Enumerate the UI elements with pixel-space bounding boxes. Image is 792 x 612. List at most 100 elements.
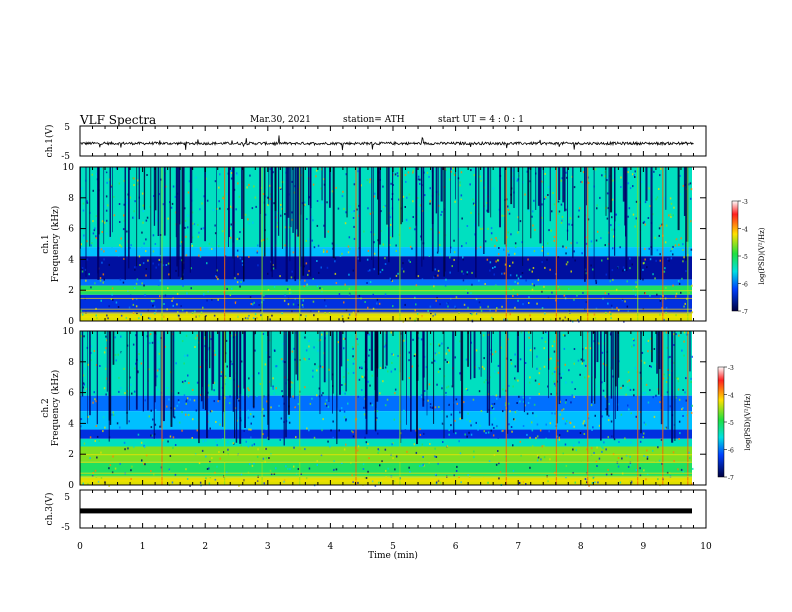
spectrogram-cell (125, 198, 128, 201)
spectrogram-streak (406, 331, 407, 425)
spectrogram-cell (605, 473, 608, 476)
spectrogram-cell (96, 435, 99, 438)
spectrogram-cell (541, 337, 543, 340)
spectrogram-cell (215, 275, 217, 277)
spectrogram-cell (206, 286, 208, 289)
spectrogram-cell (478, 367, 480, 370)
spectrogram-streak (274, 167, 277, 270)
spectrogram-cell (680, 291, 682, 294)
spectrogram-streak (232, 331, 235, 412)
spectrogram-cell (279, 275, 281, 278)
spectrogram-cell (484, 283, 486, 285)
spectrogram-cell (550, 318, 552, 321)
spectrogram-cell (89, 457, 91, 460)
spectrogram-cell (203, 195, 205, 198)
spectrogram-cell (103, 250, 105, 253)
spectrogram-cell (80, 310, 82, 312)
spectrogram-cell (326, 332, 328, 335)
spectrogram-cell (146, 216, 149, 219)
spectrogram-cell (297, 403, 300, 406)
spectrogram-cell (635, 200, 638, 203)
spectrogram-cell (497, 259, 500, 262)
spectrogram-cell (272, 385, 274, 388)
spectrogram-cell (682, 184, 685, 187)
spectrogram-cell (519, 358, 522, 361)
spectrogram-cell (369, 269, 371, 272)
spectrogram-cell (254, 349, 256, 352)
spectrogram-cell (213, 381, 215, 384)
spectrogram-cell (405, 365, 407, 368)
spectrogram-cell (549, 268, 551, 271)
spectrogram-cell (197, 419, 199, 422)
spectrogram-cell (236, 173, 239, 176)
spectrogram-streak (504, 167, 506, 245)
spectrogram-cell (326, 250, 328, 253)
spectrogram-cell (673, 344, 675, 346)
spectrogram-cell (242, 483, 245, 486)
spectrogram-cell (437, 462, 439, 465)
spectrogram-cell (100, 476, 103, 479)
spectrogram-cell (529, 376, 531, 379)
spectrogram-cell (178, 421, 181, 424)
spectrogram-cell (420, 394, 423, 397)
spectrogram-cell (553, 350, 556, 353)
spectrogram-streak (98, 167, 100, 235)
spectrogram-cell (641, 351, 644, 354)
spectrogram-cell (486, 202, 488, 204)
spectrogram-cell (594, 481, 596, 484)
spectrogram-cell (146, 291, 148, 294)
spectrogram-streak (523, 331, 525, 413)
spectrogram-cell (263, 414, 265, 417)
spectrogram-cell (131, 392, 133, 395)
spectrogram-cell (520, 275, 522, 278)
spectrogram-cell (225, 398, 228, 401)
spectrogram-streak (309, 167, 312, 206)
spectrogram-cell (470, 211, 472, 214)
spectrogram-cell (636, 389, 638, 392)
spectrogram-cell (579, 373, 581, 376)
spectrogram-cell (514, 280, 516, 283)
spectrogram-cell (649, 294, 651, 297)
spectrogram-cell (421, 315, 423, 318)
spectrogram-cell (403, 270, 405, 273)
spectrogram-cell (103, 351, 106, 354)
spectrogram-cell (522, 396, 524, 399)
spectrogram-cell (181, 411, 183, 414)
spectrogram-streak (155, 167, 157, 211)
spectrogram-cell (508, 212, 511, 215)
spectrogram-cell (656, 196, 659, 199)
spectrogram-cell (579, 207, 581, 210)
spectrogram-cell (353, 210, 355, 212)
spectrogram-cell (547, 335, 549, 338)
spectrogram-cell (383, 345, 386, 348)
spectrogram-cell (536, 455, 539, 457)
spectrogram-cell (308, 270, 310, 272)
spectrogram-cell (529, 314, 531, 317)
spectrogram-cell (184, 354, 186, 357)
spectrogram-cell (659, 313, 661, 316)
spectrogram-streak (530, 167, 532, 239)
spectrogram-cell (494, 370, 496, 373)
spectrogram-cell (367, 306, 369, 309)
spectrogram-streak (162, 331, 165, 422)
spectrogram-streak (401, 331, 404, 381)
spectrogram-cell (364, 436, 366, 439)
spectrogram-cell (427, 310, 429, 313)
spectrogram-cell (436, 251, 439, 254)
spectrogram-cell (634, 367, 637, 370)
spectrogram-cell (116, 422, 119, 425)
spectrogram-cell (292, 251, 295, 254)
spectrogram-streak (443, 331, 445, 439)
spectrogram-cell (164, 294, 167, 297)
spectrogram-cell (418, 465, 421, 468)
spectrogram-streak (527, 167, 530, 210)
x-axis-label: Time (min) (368, 550, 418, 561)
spectrogram-cell (458, 228, 460, 231)
spectrogram-streak (126, 331, 128, 425)
spectrogram-cell (137, 433, 140, 436)
colorbar-ch1: log(PSD)(V²/Hz) -3-4-5-6-7 (731, 199, 766, 316)
spectrogram-cell (395, 455, 398, 458)
spectrogram-cell (181, 429, 183, 432)
spectrogram-cell (565, 476, 567, 479)
spectrogram-cell (105, 209, 108, 212)
